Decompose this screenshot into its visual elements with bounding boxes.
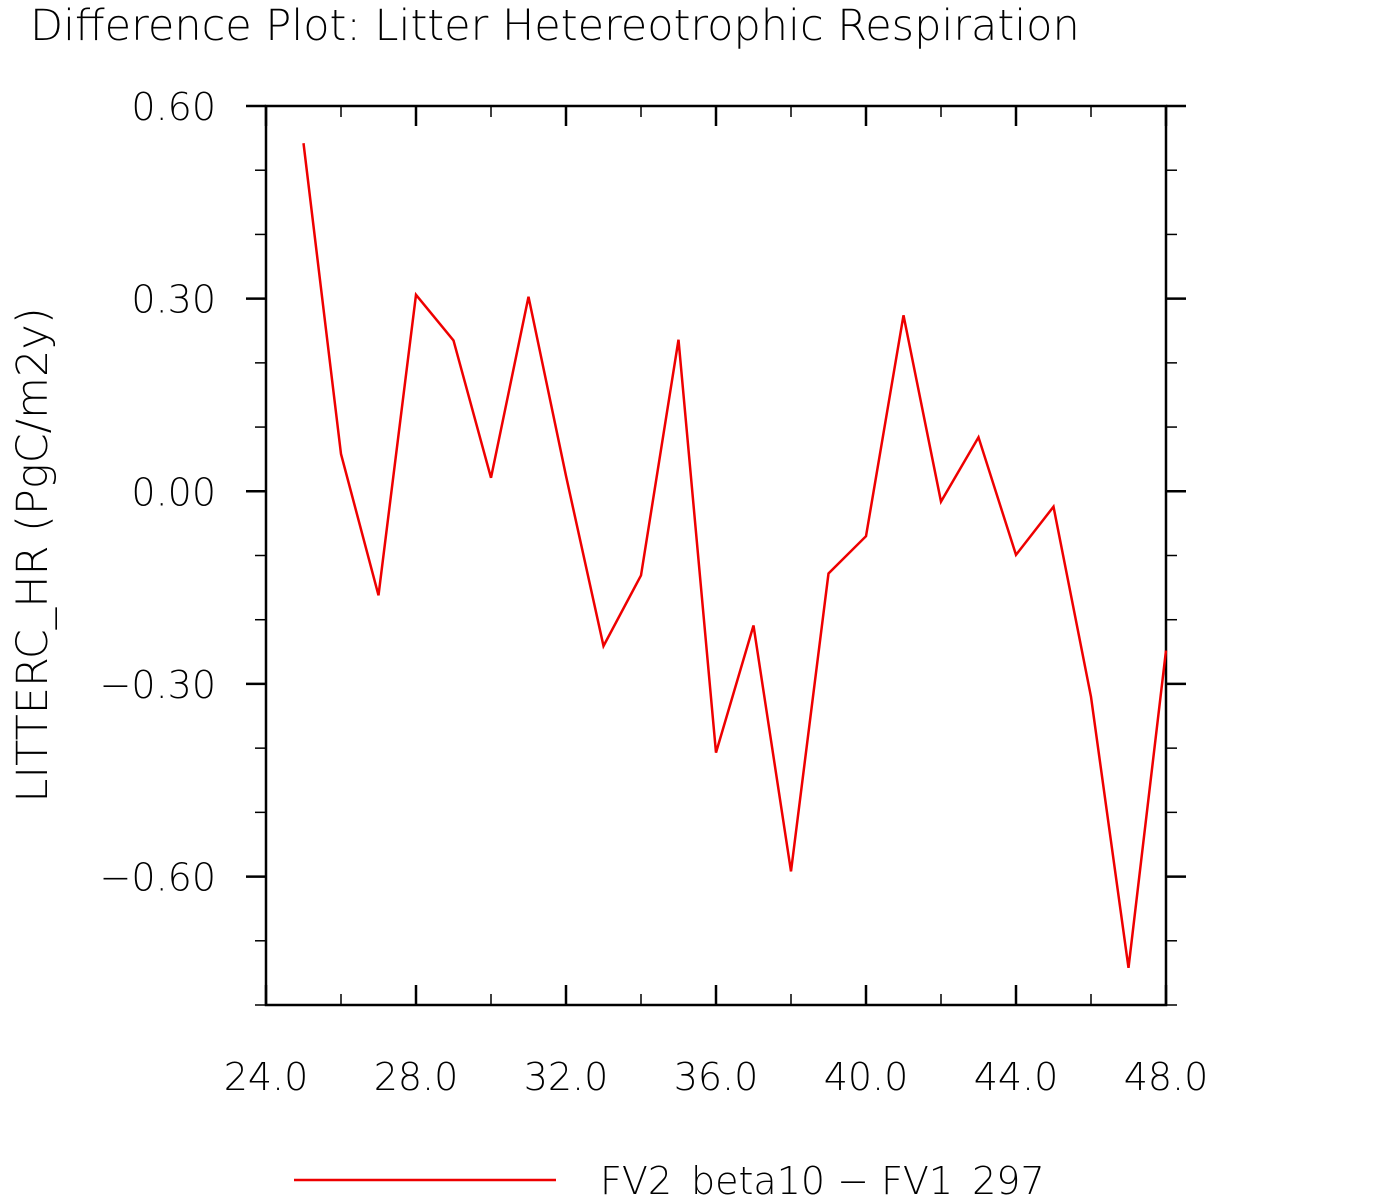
series-line bbox=[302, 143, 1168, 968]
y-tick-label: −0.60 bbox=[100, 856, 216, 900]
y-tick-label: −0.30 bbox=[100, 663, 216, 707]
y-axis-label: LITTERC_HR (PgC/m2y) bbox=[8, 307, 58, 802]
x-tick-label: 48.0 bbox=[1124, 1055, 1209, 1099]
x-tick-labels: 24.0 28.0 32.0 36.0 40.0 44.0 48.0 bbox=[224, 1055, 1209, 1099]
x-tick-label: 40.0 bbox=[824, 1055, 909, 1099]
x-tick-label: 32.0 bbox=[524, 1055, 609, 1099]
x-tick-label: 24.0 bbox=[224, 1055, 309, 1099]
axis-ticks bbox=[246, 104, 1186, 1006]
legend: FV2_beta10 − FV1_297 bbox=[294, 1159, 1045, 1200]
legend-label: FV2_beta10 − FV1_297 bbox=[600, 1159, 1045, 1200]
y-tick-label: 0.00 bbox=[131, 470, 216, 514]
chart-title: Difference Plot: Litter Hetereotrophic R… bbox=[30, 1, 1080, 51]
y-tick-label: 0.30 bbox=[131, 278, 216, 322]
x-tick-label: 28.0 bbox=[374, 1055, 459, 1099]
plot-frame bbox=[264, 104, 1168, 1007]
y-tick-label: 0.60 bbox=[131, 85, 216, 129]
x-tick-label: 44.0 bbox=[974, 1055, 1059, 1099]
series-lines bbox=[302, 143, 1168, 968]
y-tick-labels: 0.60 0.30 0.00 −0.30 −0.60 bbox=[100, 85, 216, 900]
x-tick-label: 36.0 bbox=[674, 1055, 759, 1099]
